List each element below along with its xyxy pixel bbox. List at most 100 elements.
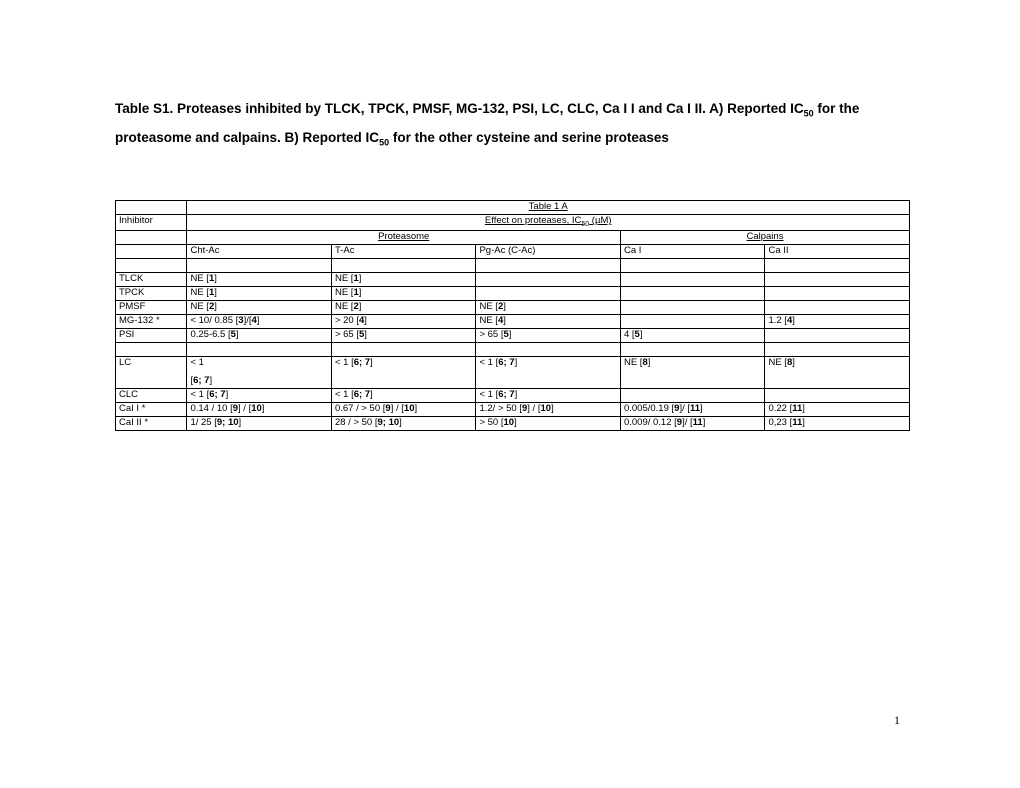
cell: < 1: [187, 357, 332, 371]
cell-empty: [331, 259, 476, 273]
cell-empty: [187, 259, 332, 273]
cell: > 20 [4]: [331, 315, 476, 329]
row-label: LC: [116, 357, 187, 389]
cell-empty: [620, 343, 765, 357]
subcol-3: Ca I: [620, 245, 765, 259]
cell: > 50 [10]: [476, 417, 621, 431]
header-proteasome: Proteasome: [187, 231, 621, 245]
cell: < 1 [6; 7]: [331, 389, 476, 403]
cell: 1.2 [4]: [765, 315, 910, 329]
row-label: PMSF: [116, 301, 187, 315]
row-label: PSI: [116, 329, 187, 343]
row-label: CaI I *: [116, 403, 187, 417]
cell: [620, 287, 765, 301]
cell: [476, 287, 621, 301]
page-container: Table S1. Proteases inhibited by TLCK, T…: [0, 0, 1020, 431]
cell: 0.67 / > 50 [9] / [10]: [331, 403, 476, 417]
table-row: Inhibitor Effect on proteases, IC50 (µM): [116, 215, 910, 231]
caption-text-1: Table S1. Proteases inhibited by TLCK, T…: [115, 101, 804, 116]
table-row: CaI I * 0.14 / 10 [9] / [10] 0.67 / > 50…: [116, 403, 910, 417]
cell: NE [1]: [331, 287, 476, 301]
cell: NE [1]: [331, 273, 476, 287]
cell-empty: [765, 343, 910, 357]
table-row: PSI 0.25-6.5 [5] > 65 [5] > 65 [5] 4 [5]: [116, 329, 910, 343]
table-row: Cht-Ac T-Ac Pg-Ac (C-Ac) Ca I Ca II: [116, 245, 910, 259]
table-row: [116, 343, 910, 357]
cell-empty: [116, 259, 187, 273]
cell-empty: [116, 343, 187, 357]
cell: 4 [5]: [620, 329, 765, 343]
cell: [765, 389, 910, 403]
table-row: PMSF NE [2] NE [2] NE [2]: [116, 301, 910, 315]
row-label: TPCK: [116, 287, 187, 301]
cell: [620, 273, 765, 287]
cell-empty: [187, 343, 332, 357]
table-caption: Table S1. Proteases inhibited by TLCK, T…: [115, 95, 910, 152]
cell: 1.2/ > 50 [9] / [10]: [476, 403, 621, 417]
row-label: CLC: [116, 389, 187, 403]
cell: < 1 [6; 7]: [331, 357, 476, 389]
cell: > 65 [5]: [331, 329, 476, 343]
table-row: CLC < 1 [6; 7] < 1 [6; 7] < 1 [6; 7]: [116, 389, 910, 403]
cell: 0.14 / 10 [9] / [10]: [187, 403, 332, 417]
cell: [765, 287, 910, 301]
table-row: Proteasome Calpains: [116, 231, 910, 245]
row-label: MG-132 *: [116, 315, 187, 329]
cell: 28 / > 50 [9; 10]: [331, 417, 476, 431]
cell-empty: [476, 259, 621, 273]
table-row: TLCK NE [1] NE [1]: [116, 273, 910, 287]
cell: [476, 273, 621, 287]
cell-empty: [765, 259, 910, 273]
cell: [765, 329, 910, 343]
cell: 0,23 [11]: [765, 417, 910, 431]
cell-empty: [116, 245, 187, 259]
cell: 0.009/ 0.12 [9]/ [11]: [620, 417, 765, 431]
caption-text-3: for the other cysteine and serine protea…: [389, 130, 669, 145]
cell-empty: [476, 343, 621, 357]
table-row: CaI II * 1/ 25 [9; 10] 28 / > 50 [9; 10]…: [116, 417, 910, 431]
cell: < 1 [6; 7]: [476, 357, 621, 389]
caption-sub-1: 50: [804, 109, 814, 119]
cell: 0.25-6.5 [5]: [187, 329, 332, 343]
cell: [6; 7]: [187, 370, 332, 389]
header-effect: Effect on proteases, IC50 (µM): [187, 215, 910, 231]
cell: 1/ 25 [9; 10]: [187, 417, 332, 431]
cell: [620, 315, 765, 329]
cell: 0.005/0.19 [9]/ [11]: [620, 403, 765, 417]
cell: < 10/ 0.85 [3]/[4]: [187, 315, 332, 329]
cell: NE [2]: [331, 301, 476, 315]
cell-empty: [331, 343, 476, 357]
cell: < 1 [6; 7]: [187, 389, 332, 403]
cell: < 1 [6; 7]: [476, 389, 621, 403]
cell-empty: [620, 259, 765, 273]
cell: NE [1]: [187, 287, 332, 301]
subcol-4: Ca II: [765, 245, 910, 259]
cell: [620, 389, 765, 403]
subcol-1: T-Ac: [331, 245, 476, 259]
cell: [620, 301, 765, 315]
cell: NE [8]: [620, 357, 765, 389]
table-row: Table 1 A: [116, 201, 910, 215]
subcol-2: Pg-Ac (C-Ac): [476, 245, 621, 259]
cell-empty: [116, 231, 187, 245]
table-row: [116, 259, 910, 273]
cell: [765, 273, 910, 287]
caption-sub-2: 50: [379, 137, 389, 147]
cell-empty: [116, 201, 187, 215]
cell: NE [2]: [187, 301, 332, 315]
page-number: 1: [894, 713, 900, 728]
cell: [765, 301, 910, 315]
header-inhibitor: Inhibitor: [116, 215, 187, 231]
cell: NE [4]: [476, 315, 621, 329]
cell: 0.22 [11]: [765, 403, 910, 417]
table-title-cell: Table 1 A: [187, 201, 910, 215]
header-calpains: Calpains: [620, 231, 909, 245]
table-row: TPCK NE [1] NE [1]: [116, 287, 910, 301]
cell: NE [2]: [476, 301, 621, 315]
subcol-0: Cht-Ac: [187, 245, 332, 259]
table-row: LC < 1 < 1 [6; 7] < 1 [6; 7] NE [8] NE […: [116, 357, 910, 371]
data-table: Table 1 A Inhibitor Effect on proteases,…: [115, 200, 910, 431]
cell: NE [8]: [765, 357, 910, 389]
row-label: TLCK: [116, 273, 187, 287]
row-label: CaI II *: [116, 417, 187, 431]
